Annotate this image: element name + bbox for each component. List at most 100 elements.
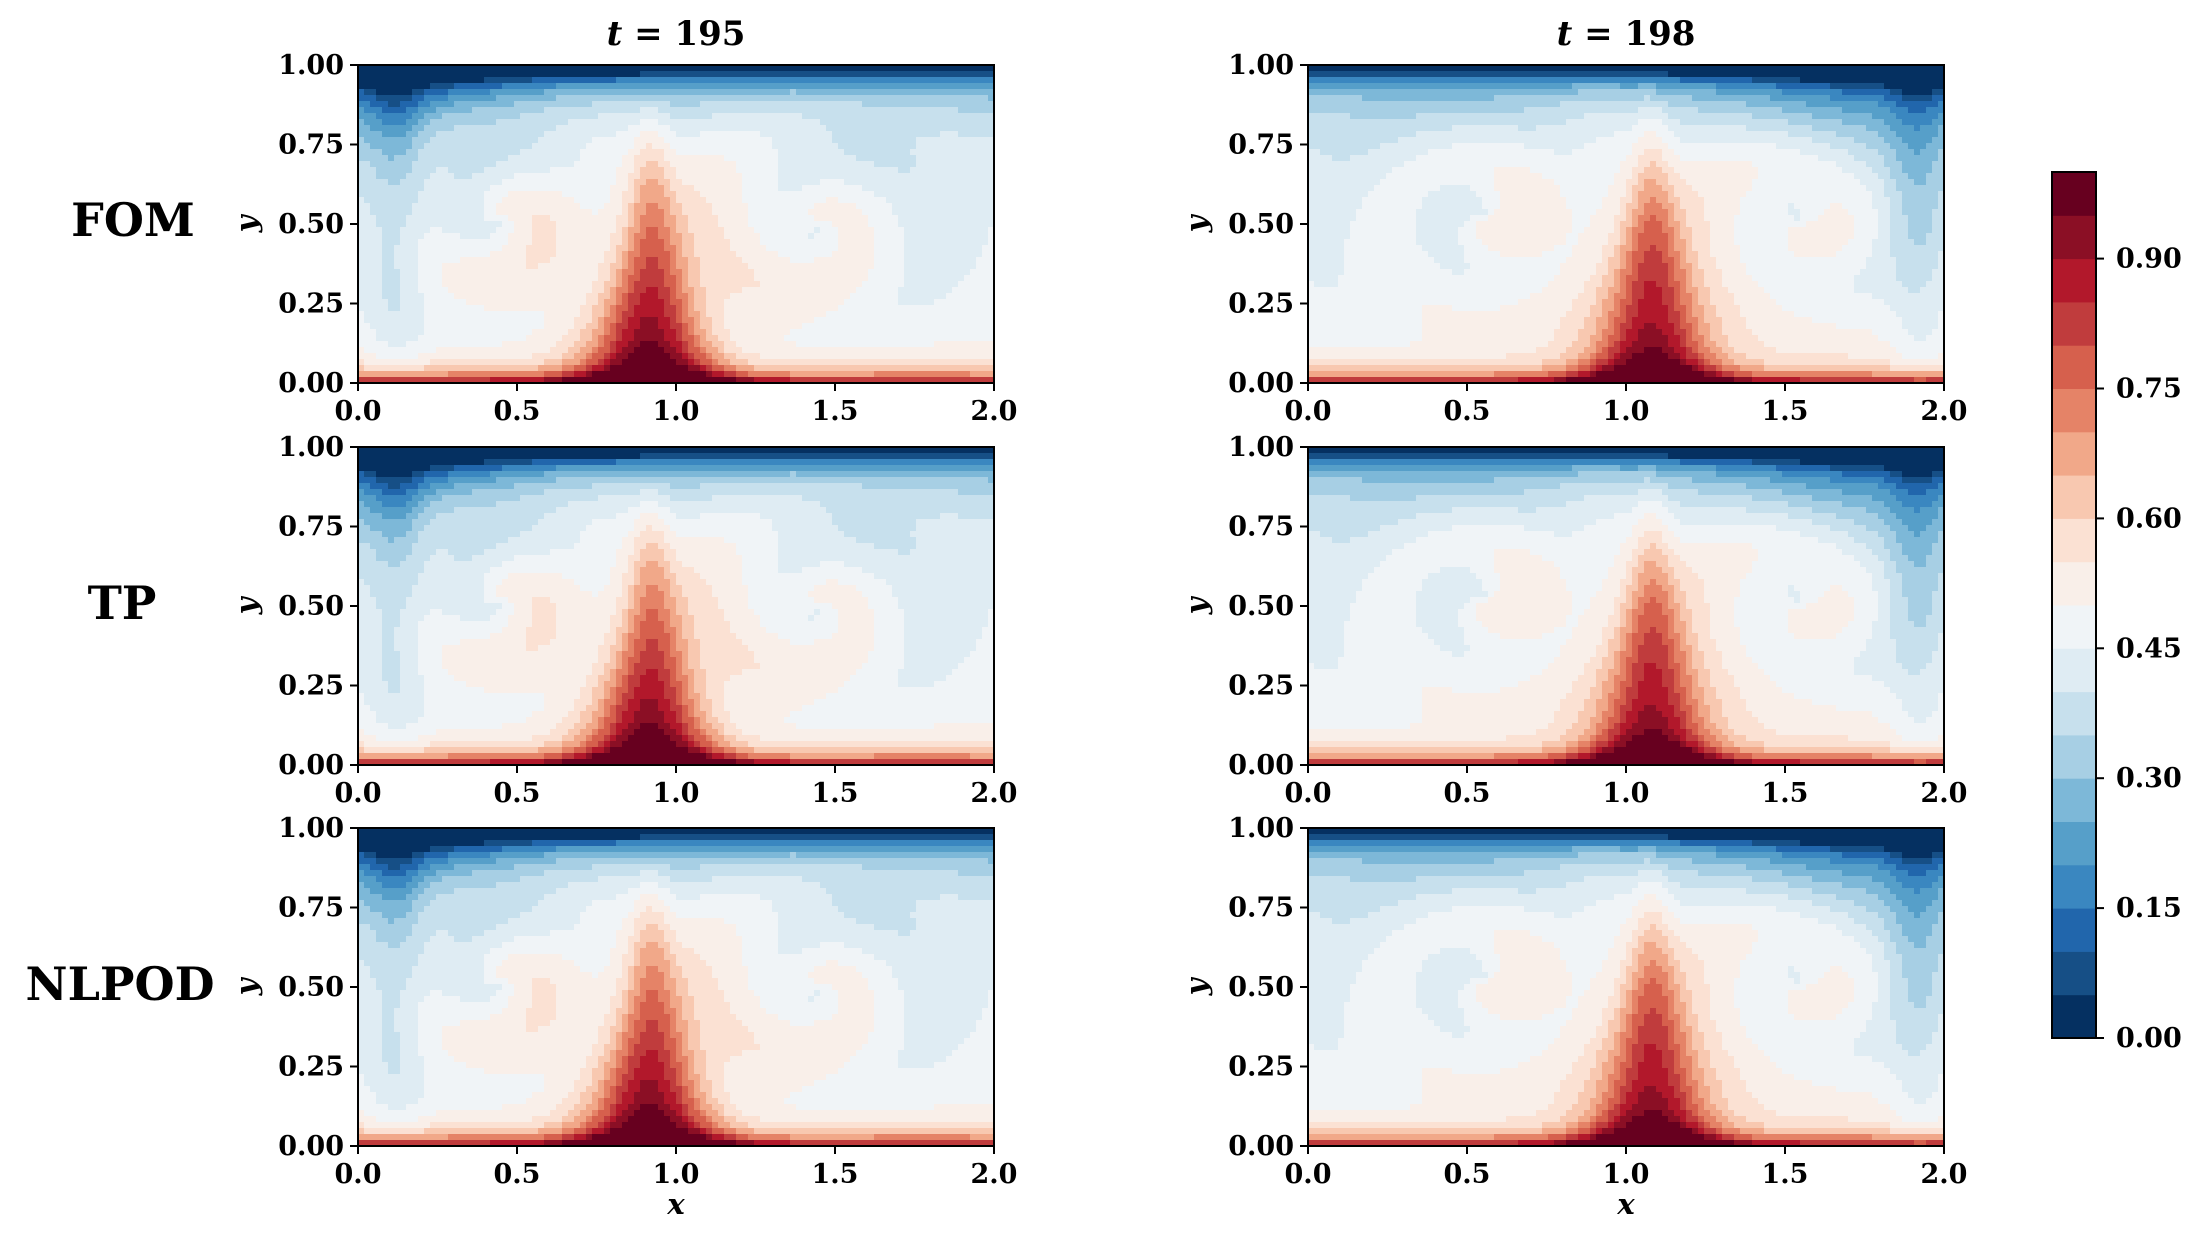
contour-cell [550,329,557,336]
contour-cell [460,83,467,90]
contour-cell [778,275,785,282]
contour-cell [430,215,437,222]
contour-cell [796,185,803,192]
contour-cell [844,149,851,156]
contour-cell [640,245,647,252]
contour-cell [676,107,683,114]
contour-cell [958,125,965,132]
contour-cell [898,137,905,144]
contour-cell [364,281,371,288]
contour-cell [832,293,839,300]
contour-cell [664,185,671,192]
contour-cell [430,89,437,96]
contour-cell [646,287,653,294]
contour-cell [436,113,443,120]
contour-cell [562,155,569,162]
contour-cell [688,323,695,330]
contour-cell [778,269,785,276]
contour-cell [484,221,491,228]
contour-cell [610,95,617,102]
contour-cell [748,185,755,192]
contour-cell [544,215,551,222]
contour-cell [712,299,719,306]
contour-cell [622,203,629,210]
contour-cell [466,185,473,192]
contour-cell [772,251,779,258]
contour-cell [424,239,431,246]
contour-cell [802,107,809,114]
contour-cell [484,281,491,288]
contour-cell [580,263,587,270]
contour-cell [742,137,749,144]
contour-cell [574,89,581,96]
contour-cell [850,311,857,318]
contour-cell [724,161,731,168]
contour-cell [808,287,815,294]
contour-cell [592,239,599,246]
contour-cell [922,269,929,276]
contour-cell [634,119,641,126]
contour-cell [742,95,749,102]
contour-cell [406,167,413,174]
contour-cell [580,305,587,312]
contour-cell [904,341,911,348]
contour-cell [832,239,839,246]
contour-cell [658,143,665,150]
contour-cell [808,227,815,234]
contour-cell [358,335,365,342]
contour-cell [730,65,737,72]
contour-cell [700,143,707,150]
contour-cell [544,95,551,102]
contour-cell [772,263,779,270]
contour-cell [922,191,929,198]
contour-cell [502,233,509,240]
contour-cell [622,311,629,318]
contour-cell [664,257,671,264]
contour-cell [784,239,791,246]
contour-cell [604,83,611,90]
contour-cell [532,251,539,258]
contour-cell [382,215,389,222]
contour-cell [970,173,977,180]
contour-cell [736,179,743,186]
contour-cell [484,203,491,210]
contour-cell [982,233,989,240]
contour-cell [772,71,779,78]
contour-cell [580,131,587,138]
contour-cell [370,293,377,300]
contour-cell [886,83,893,90]
contour-cell [370,137,377,144]
contour-cell [370,131,377,138]
contour-cell [406,293,413,300]
contour-cell [934,119,941,126]
contour-cell [778,311,785,318]
contour-cell [700,203,707,210]
contour-cell [454,305,461,312]
contour-cell [748,305,755,312]
contour-cell [394,197,401,204]
contour-cell [796,215,803,222]
contour-cell [406,77,413,84]
contour-cell [616,197,623,204]
contour-cell [718,317,725,324]
contour-cell [736,119,743,126]
contour-cell [478,221,485,228]
contour-cell [874,263,881,270]
contour-cell [898,191,905,198]
contour-cell [820,77,827,84]
contour-cell [982,239,989,246]
contour-cell [832,71,839,78]
contour-cell [730,161,737,168]
contour-cell [844,95,851,102]
contour-cell [670,161,677,168]
contour-cell [640,65,647,72]
contour-cell [580,107,587,114]
contour-cell [988,257,994,264]
contour-cell [496,233,503,240]
contour-cell [508,293,515,300]
contour-cell [460,311,467,318]
contour-cell [910,83,917,90]
contour-cell [946,173,953,180]
contour-cell [508,197,515,204]
contour-cell [586,155,593,162]
